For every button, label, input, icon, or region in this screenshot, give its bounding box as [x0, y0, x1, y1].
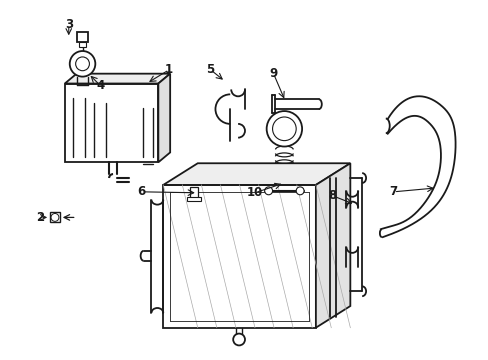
Polygon shape	[65, 74, 170, 84]
Text: 7: 7	[389, 185, 397, 198]
Text: 10: 10	[246, 186, 263, 199]
Circle shape	[272, 117, 296, 141]
Polygon shape	[163, 185, 315, 328]
Circle shape	[70, 51, 95, 77]
Bar	[50, 212, 60, 222]
Bar	[189, 187, 197, 199]
Text: 4: 4	[96, 79, 104, 92]
Polygon shape	[163, 163, 349, 185]
Text: 3: 3	[64, 18, 73, 31]
Circle shape	[266, 111, 302, 147]
Circle shape	[51, 213, 59, 221]
Bar	[79, 42, 86, 47]
Bar	[77, 32, 88, 42]
Text: 6: 6	[137, 185, 145, 198]
Polygon shape	[315, 163, 349, 328]
Text: 9: 9	[269, 67, 277, 80]
Polygon shape	[65, 84, 158, 162]
Circle shape	[296, 187, 304, 195]
Text: 8: 8	[328, 189, 336, 202]
Text: 5: 5	[206, 63, 214, 76]
Circle shape	[233, 334, 244, 345]
Polygon shape	[158, 74, 170, 162]
Text: 1: 1	[165, 63, 173, 76]
Circle shape	[76, 57, 89, 71]
Text: 2: 2	[36, 211, 44, 224]
Circle shape	[264, 187, 272, 195]
Bar	[186, 197, 200, 201]
